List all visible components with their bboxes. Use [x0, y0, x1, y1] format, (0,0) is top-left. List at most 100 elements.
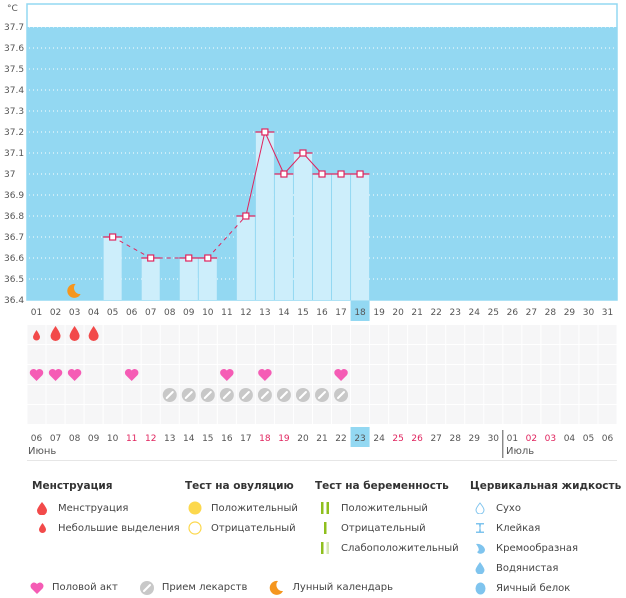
- symbol-cell: [503, 365, 522, 384]
- moon-marks: [67, 283, 81, 298]
- symbol-cell: [484, 345, 503, 364]
- symbol-cell: [427, 385, 446, 404]
- symbol-cell: [274, 405, 293, 424]
- symbol-cell: [179, 345, 198, 364]
- date-label: 10: [107, 434, 119, 444]
- date-label: 12: [145, 434, 156, 444]
- date-label: 03: [545, 434, 556, 444]
- heart-icon: [124, 369, 139, 381]
- symbol-cell: [503, 325, 522, 344]
- symbol-cell: [427, 405, 446, 424]
- symbol-cell: [312, 345, 332, 364]
- symbol-cell: [122, 345, 141, 364]
- x-tick-label: 05: [107, 308, 118, 318]
- y-tick-label: 37.5: [4, 65, 24, 75]
- symbol-cell: [446, 365, 465, 384]
- bottom-date-axis: 06 07 08 09 10 11 12 13 14 15 16 17 18 19 20 21 22 23 24 25…: [31, 427, 613, 458]
- x-axis-ticks: 01 02 03 04 05 06 07 08 09 10 11 12 13 14 15 16 17 18 19 20…: [31, 301, 613, 321]
- temperature-bar: [236, 216, 255, 300]
- x-tick-label: 10: [202, 308, 214, 318]
- y-tick-label: 36.9: [4, 191, 24, 201]
- symbol-marks: [29, 326, 349, 402]
- ovulation-negative-icon: [185, 521, 205, 535]
- date-label: 25: [392, 434, 403, 444]
- y-axis-unit: °C: [7, 4, 18, 14]
- date-label: 11: [126, 434, 137, 444]
- x-tick-label: 26: [507, 308, 519, 318]
- legend-item: Менструация: [32, 498, 180, 518]
- x-tick-label: 20: [392, 308, 404, 318]
- symbol-cell: [465, 365, 484, 384]
- symbol-cell: [293, 345, 312, 364]
- temperature-point: [147, 254, 155, 262]
- pregnancy-negative-icon: [315, 522, 335, 534]
- symbol-cell: [103, 325, 122, 344]
- symbol-cell: [274, 325, 293, 344]
- symbol-cell: [198, 405, 217, 424]
- moon-icon: [67, 283, 81, 298]
- x-tick-label: 01: [31, 308, 42, 318]
- date-label: 09: [88, 434, 100, 444]
- symbol-cell: [122, 385, 141, 404]
- legend-item: Небольшие выделения: [32, 518, 180, 538]
- symbol-cell: [122, 325, 141, 344]
- symbol-cell: [370, 385, 389, 404]
- temperature-segment: [207, 215, 247, 259]
- symbol-cell: [522, 405, 541, 424]
- symbol-cell: [579, 325, 598, 344]
- symbol-cell: [217, 345, 236, 364]
- symbol-cell: [389, 325, 408, 344]
- x-tick-label: 11: [221, 308, 232, 318]
- legend-pregnancy: Тест на беременность Положительный Отриц…: [315, 480, 459, 558]
- blood-drop-icon: [88, 326, 99, 342]
- y-tick-label: 37.2: [4, 128, 24, 138]
- heart-icon: [258, 369, 272, 381]
- legend-item: Отрицательный: [185, 518, 298, 538]
- date-label: 04: [564, 434, 576, 444]
- symbol-cell: [389, 385, 408, 404]
- x-tick-highlight: [350, 301, 370, 321]
- symbol-cell: [465, 325, 484, 344]
- symbol-cell: [141, 405, 160, 424]
- symbol-cell: [236, 405, 255, 424]
- symbol-cell: [522, 345, 541, 364]
- month-label-july: Июль: [506, 446, 535, 457]
- temperature-point: [204, 254, 212, 262]
- symbol-cell: [541, 345, 560, 364]
- x-tick-label: 12: [240, 308, 251, 318]
- symbol-cell: [179, 325, 198, 344]
- symbol-cell: [255, 325, 274, 344]
- symbol-cell: [541, 385, 560, 404]
- legend-menstruation: Менструация Менструация Небольшие выделе…: [32, 480, 180, 538]
- x-tick-label: 29: [564, 308, 576, 318]
- pill-stripe: [184, 391, 193, 399]
- temperature-bar: [274, 174, 293, 300]
- y-axis-ticks: 36.4 36.5 36.6 36.7 36.8 36.9 37 37.1 37.2 37.3 37…: [4, 23, 24, 306]
- symbol-cell: [351, 325, 370, 344]
- temperature-point: [299, 149, 307, 157]
- symbol-cell: [141, 365, 160, 384]
- date-label: 15: [202, 434, 213, 444]
- month-label-june: Июнь: [28, 446, 57, 457]
- pregnancy-faint-icon: [315, 542, 335, 554]
- symbol-cell: [446, 405, 465, 424]
- symbol-cell: [103, 405, 122, 424]
- legend-item: Сухо: [470, 498, 621, 518]
- symbol-cell: [427, 365, 446, 384]
- symbol-cell: [579, 345, 598, 364]
- symbol-cell: [312, 325, 332, 344]
- x-tick-label: 03: [69, 308, 80, 318]
- pill-icon: [139, 580, 154, 595]
- x-tick-label: 23: [449, 308, 460, 318]
- symbol-cell: [579, 385, 598, 404]
- sticky-icon: [470, 522, 490, 534]
- symbol-cell: [236, 365, 255, 384]
- symbol-cell: [389, 345, 408, 364]
- symbol-cell: [560, 385, 579, 404]
- symbol-cell: [446, 345, 465, 364]
- symbol-cell: [274, 365, 293, 384]
- y-tick-label: 37: [4, 170, 15, 180]
- x-tick-label: 31: [602, 308, 613, 318]
- x-tick-label: 21: [411, 308, 422, 318]
- legend-item: Яичный белок: [470, 578, 621, 598]
